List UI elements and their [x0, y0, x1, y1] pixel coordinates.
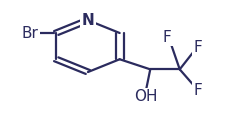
Text: OH: OH: [133, 89, 157, 104]
Text: Br: Br: [22, 26, 38, 41]
Text: F: F: [193, 40, 201, 55]
Text: F: F: [162, 30, 171, 44]
Text: F: F: [193, 83, 201, 98]
Text: N: N: [81, 13, 94, 28]
